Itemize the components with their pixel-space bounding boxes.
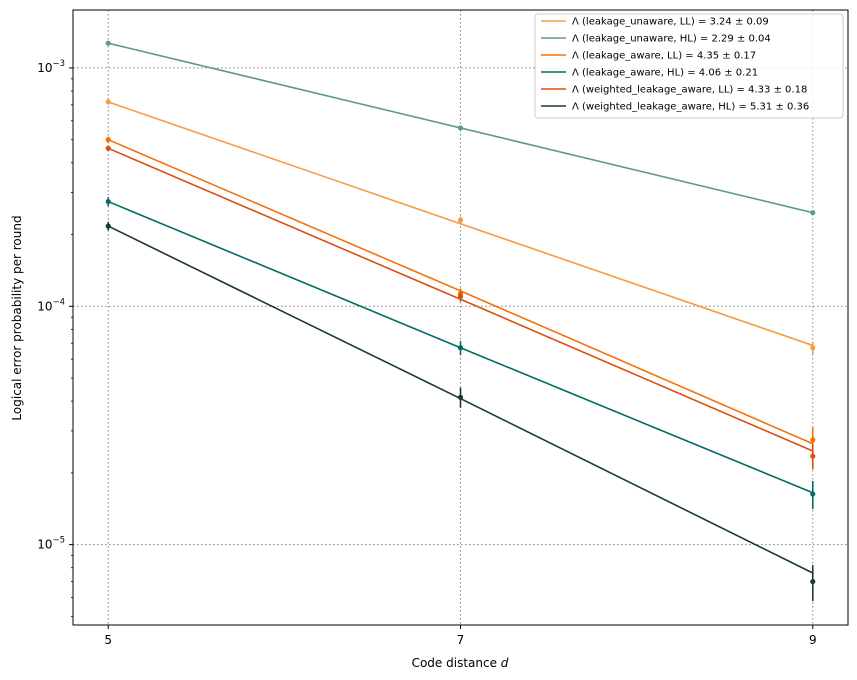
data-point bbox=[457, 293, 464, 300]
legend-label: Λ (leakage_aware, HL) = 4.06 ± 0.21 bbox=[572, 68, 758, 79]
series-4 bbox=[105, 197, 816, 510]
y-tick-label: 10−4 bbox=[37, 297, 65, 313]
data-point bbox=[810, 491, 816, 497]
legend-entry: Λ (leakage_aware, LL) = 4.35 ± 0.17 bbox=[541, 51, 756, 62]
legend-entry: Λ (leakage_aware, HL) = 4.06 ± 0.21 bbox=[541, 68, 758, 79]
legend-label: Λ (weighted_leakage_aware, LL) = 4.33 ± … bbox=[572, 85, 807, 96]
x-tick-label: 7 bbox=[457, 633, 465, 647]
legend-label: Λ (leakage_unaware, HL) = 2.29 ± 0.04 bbox=[572, 34, 771, 45]
legend-label: Λ (weighted_leakage_aware, HL) = 5.31 ± … bbox=[572, 102, 809, 113]
data-point bbox=[810, 210, 816, 216]
data-point bbox=[105, 137, 111, 143]
series-2 bbox=[105, 40, 816, 216]
series-1 bbox=[105, 99, 816, 355]
legend-label: Λ (leakage_unaware, LL) = 3.24 ± 0.09 bbox=[572, 17, 769, 28]
data-point bbox=[810, 453, 816, 459]
x-axis-title-prefix: Code distance bbox=[412, 656, 501, 670]
legend-entry: Λ (leakage_unaware, HL) = 2.29 ± 0.04 bbox=[541, 34, 771, 45]
x-axis-title: Code distance d bbox=[412, 656, 509, 670]
data-point bbox=[105, 223, 111, 229]
data-point bbox=[810, 345, 816, 351]
grid bbox=[73, 10, 848, 625]
data-point bbox=[105, 40, 111, 46]
legend-label: Λ (leakage_aware, LL) = 4.35 ± 0.17 bbox=[572, 51, 756, 62]
x-tick-label: 9 bbox=[809, 633, 817, 647]
y-tick-label: 10−5 bbox=[37, 536, 65, 552]
data-point bbox=[457, 394, 464, 400]
data-point bbox=[105, 198, 111, 205]
data-point bbox=[457, 345, 464, 351]
series-layer bbox=[105, 40, 816, 602]
axes: 5 7 9 10−5 10−4 10−3 bbox=[37, 59, 816, 647]
legend-box bbox=[534, 13, 844, 119]
x-tick-label: 5 bbox=[104, 633, 112, 647]
x-axis-title-var: d bbox=[501, 656, 509, 670]
y-tick-label: 10−3 bbox=[37, 59, 65, 75]
data-point bbox=[810, 578, 816, 585]
legend: Λ (leakage_unaware, LL) = 3.24 ± 0.09 Λ (… bbox=[534, 13, 844, 119]
y-axis-title: Logical error probability per round bbox=[10, 215, 24, 420]
data-point bbox=[105, 99, 111, 105]
data-point bbox=[457, 125, 464, 131]
data-point bbox=[810, 437, 816, 443]
data-point bbox=[457, 217, 464, 223]
legend-entry: Λ (leakage_unaware, LL) = 3.24 ± 0.09 bbox=[541, 17, 769, 28]
legend-entry: Λ (weighted_leakage_aware, LL) = 4.33 ± … bbox=[541, 85, 807, 96]
legend-entry: Λ (weighted_leakage_aware, HL) = 5.31 ± … bbox=[541, 102, 809, 113]
series-5 bbox=[105, 145, 816, 470]
data-point bbox=[105, 145, 111, 151]
series-6 bbox=[105, 221, 816, 602]
